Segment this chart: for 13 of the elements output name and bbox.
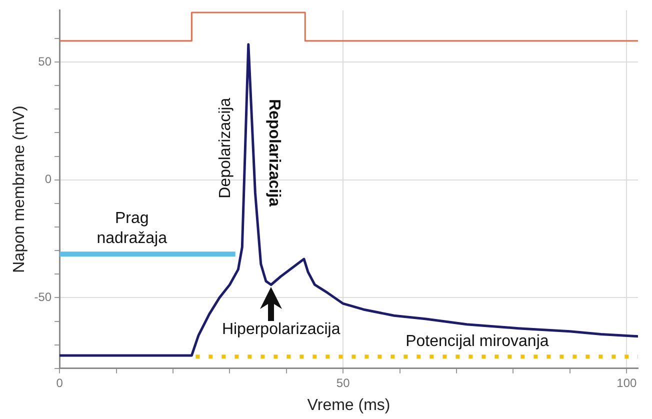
annotation: Prag nadražaja xyxy=(96,210,168,248)
x-axis-title: Vreme (ms) xyxy=(307,396,390,414)
y-tick-label: 50 xyxy=(38,54,52,68)
x-tick-label: 0 xyxy=(56,376,64,390)
annotation: Repolarizacija xyxy=(266,98,283,207)
y-tick-label: 0 xyxy=(44,172,52,186)
y-axis-title: Napon membrane (mV) xyxy=(11,106,28,273)
annotation: Hiperpolarizacija xyxy=(222,321,340,338)
x-tick-label: 50 xyxy=(336,376,350,390)
annotation: Potencijal mirovanja xyxy=(406,332,549,350)
y-tick-label: -50 xyxy=(34,290,52,304)
x-tick-label: 100 xyxy=(616,376,637,390)
annotation: Depolarizacija xyxy=(216,98,234,198)
